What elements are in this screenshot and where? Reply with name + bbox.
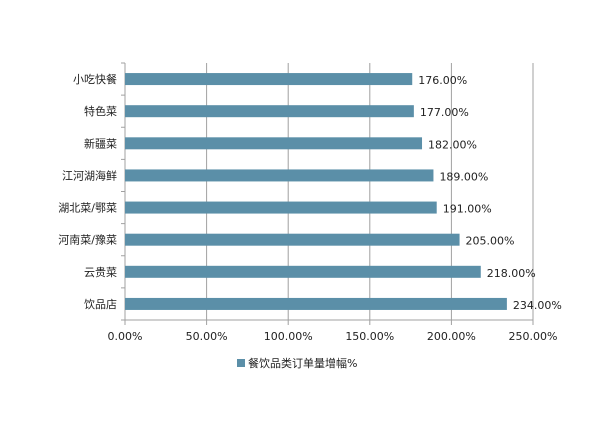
data-label: 177.00% xyxy=(420,106,469,119)
x-tick-label: 100.00% xyxy=(264,330,313,343)
y-tick-label: 江河湖海鲜 xyxy=(62,168,117,182)
y-tick-label: 饮品店 xyxy=(84,297,117,311)
data-label: 176.00% xyxy=(418,74,467,87)
x-tick-label: 250.00% xyxy=(509,330,558,343)
x-tick-label: 50.00% xyxy=(186,330,228,343)
data-label: 234.00% xyxy=(513,299,562,312)
x-tick-label: 150.00% xyxy=(345,330,394,343)
bar xyxy=(125,137,423,150)
x-tick-label: 200.00% xyxy=(427,330,476,343)
legend-label: 餐饮品类订单量增幅% xyxy=(248,356,357,370)
bar xyxy=(125,265,481,278)
bar xyxy=(125,105,414,118)
y-tick-label: 云贵菜 xyxy=(84,266,117,279)
y-tick-label: 特色菜 xyxy=(84,104,117,118)
bar xyxy=(125,233,460,246)
data-label: 191.00% xyxy=(443,203,492,216)
y-tick-label: 小吃快餐 xyxy=(73,72,117,86)
bar xyxy=(125,169,434,182)
data-label: 218.00% xyxy=(487,267,536,280)
y-tick-label: 新疆菜 xyxy=(84,136,117,150)
data-label: 205.00% xyxy=(466,235,515,248)
bar xyxy=(125,297,507,310)
y-tick-label: 河南菜/豫菜 xyxy=(58,234,117,247)
data-label: 189.00% xyxy=(439,170,488,183)
data-label: 182.00% xyxy=(428,138,477,151)
x-tick-label: 0.00% xyxy=(108,330,143,343)
bar xyxy=(125,73,413,86)
legend-swatch xyxy=(237,359,245,367)
bar xyxy=(125,201,437,214)
y-tick-label: 湖北菜/鄂菜 xyxy=(58,202,117,215)
